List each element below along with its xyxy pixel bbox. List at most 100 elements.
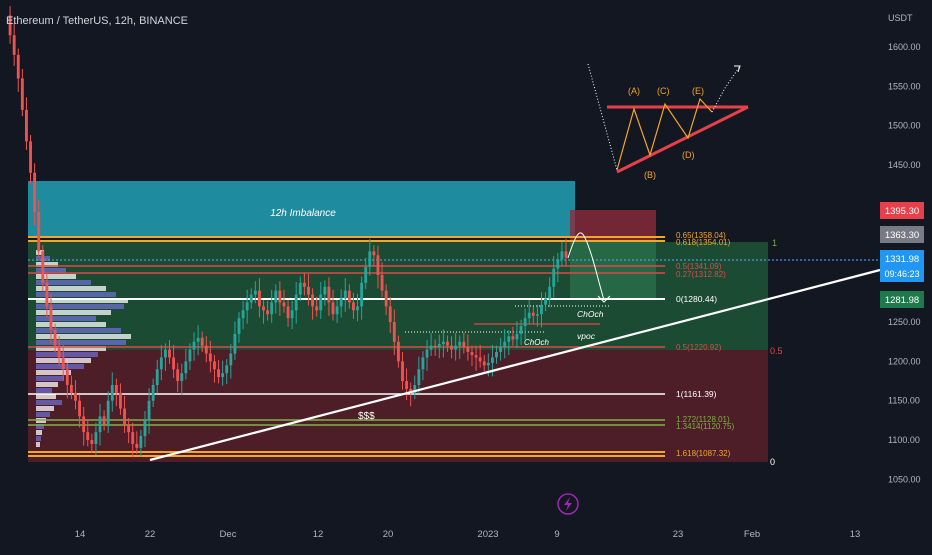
fib-label-1: 1(1161.39) xyxy=(676,389,717,399)
candle xyxy=(57,336,61,367)
projection-arrow xyxy=(567,232,605,301)
fib-label-13414: 1.3414(1120.75) xyxy=(676,422,734,431)
candle xyxy=(458,335,462,360)
candle xyxy=(544,292,547,312)
candle xyxy=(441,329,445,358)
x-tick-9: 13 xyxy=(850,529,861,540)
volume-bar xyxy=(36,316,96,321)
candle xyxy=(429,333,433,356)
candle xyxy=(327,277,331,316)
volume-bar xyxy=(36,412,50,417)
candle xyxy=(331,289,335,321)
x-tick-6: 9 xyxy=(554,529,559,540)
volume-bar xyxy=(36,376,64,381)
x-tick-8: Feb xyxy=(744,529,760,540)
price-countdown: 09:46:23 xyxy=(884,269,919,279)
candle xyxy=(110,372,114,412)
target-green-box xyxy=(570,242,656,300)
candle xyxy=(282,289,286,313)
candle xyxy=(372,245,376,267)
candle xyxy=(535,304,539,327)
volume-bar xyxy=(36,262,58,267)
volume-bar xyxy=(36,292,116,297)
candle xyxy=(225,359,229,385)
triangle-pattern xyxy=(587,63,749,174)
price-tag-upper-bg xyxy=(880,202,924,219)
candle xyxy=(253,281,257,304)
candle xyxy=(270,289,274,323)
candle xyxy=(356,293,359,322)
candle xyxy=(163,343,167,371)
x-tick-4: 20 xyxy=(383,529,394,540)
candle xyxy=(446,335,449,352)
volume-bar xyxy=(36,298,128,303)
candle xyxy=(450,336,453,359)
volume-bar xyxy=(36,382,58,387)
choch-label-1: ChOch xyxy=(577,309,604,319)
candle xyxy=(454,333,458,361)
candle xyxy=(82,406,86,446)
candle xyxy=(127,417,131,444)
imbalance-zone xyxy=(28,181,575,237)
candle xyxy=(233,321,237,360)
candle xyxy=(49,293,53,344)
candle xyxy=(94,422,98,455)
volume-bar xyxy=(36,370,71,375)
candle xyxy=(384,284,388,316)
candle xyxy=(499,337,503,361)
price-tag-upper: 1395.30 xyxy=(885,206,919,217)
candle xyxy=(192,332,196,361)
candle xyxy=(180,363,184,395)
candle xyxy=(437,334,441,359)
price-tag-last: 1331.98 xyxy=(885,254,919,265)
candle xyxy=(470,345,474,367)
candle xyxy=(540,292,543,328)
candle xyxy=(102,410,106,431)
candle xyxy=(200,331,204,352)
candle xyxy=(106,391,110,433)
candle xyxy=(364,257,368,290)
volume-bar xyxy=(36,442,40,447)
volume-bar xyxy=(36,346,106,351)
lightning-icon[interactable] xyxy=(557,493,579,515)
candle xyxy=(258,278,261,318)
candle xyxy=(69,375,73,400)
x-tick-0: 14 xyxy=(75,529,86,540)
candle xyxy=(319,282,323,319)
candle xyxy=(53,323,57,352)
candle xyxy=(294,282,298,324)
candle xyxy=(78,394,82,428)
volume-bar xyxy=(36,322,106,327)
candle xyxy=(37,199,41,258)
candle xyxy=(41,245,45,292)
volume-bar xyxy=(36,334,131,339)
volume-profile xyxy=(36,250,131,447)
price-tag-mid-bg xyxy=(880,226,924,243)
y-tick-8: 1050.00 xyxy=(888,474,921,484)
volume-bar xyxy=(36,304,124,309)
candle xyxy=(119,383,122,415)
zone-label-bottom: 0 xyxy=(770,457,775,467)
wave-label-e: (E) xyxy=(692,86,704,96)
fib-label-1272: 1.272(1128.01) xyxy=(676,415,730,424)
price-tag-mid: 1363.30 xyxy=(885,230,919,241)
fib-label-05b: 0.5(1220.92) xyxy=(676,343,722,352)
candle xyxy=(388,296,392,334)
lower-red-zone xyxy=(28,350,768,462)
fib-label-065: 0.65(1358.04) xyxy=(676,231,726,240)
y-tick-7: 1100.00 xyxy=(888,435,920,445)
candle xyxy=(360,276,364,320)
candle xyxy=(143,410,147,448)
candle xyxy=(274,284,278,314)
volume-bar xyxy=(36,430,42,435)
candle xyxy=(425,340,429,371)
wave-label-c: (C) xyxy=(657,86,670,96)
volume-bar xyxy=(36,394,56,399)
x-tick-3: 12 xyxy=(313,529,324,540)
candle xyxy=(208,340,212,373)
candle xyxy=(548,277,552,308)
candle xyxy=(135,431,139,455)
volume-bar xyxy=(36,280,91,285)
